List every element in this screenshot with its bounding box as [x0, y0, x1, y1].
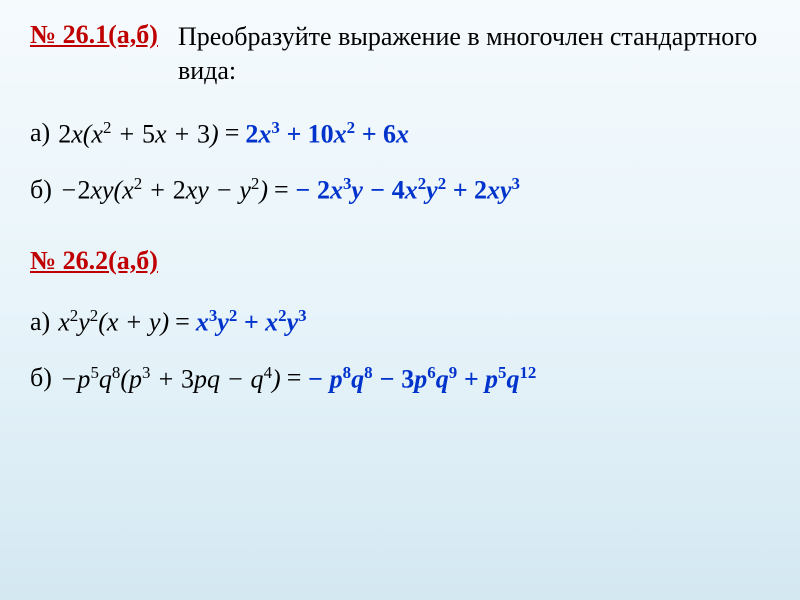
problem-1a: а) 2x(x2 + 5x + 3) = 2x3 + 10x2 + 6x — [30, 118, 770, 150]
problem-answer: − p8q8 − 3p6q9 + p5q12 — [307, 363, 536, 395]
equals-sign: = — [274, 175, 289, 205]
problem-expression: −2xy(x2 + 2xy − y2) — [60, 174, 268, 206]
problem-label: б) — [30, 363, 52, 393]
problem-answer: 2x3 + 10x2 + 6x — [245, 118, 409, 150]
problem-answer: − 2x3y − 4x2y2 + 2xy3 — [295, 174, 520, 206]
problem-label: а) — [30, 118, 50, 148]
section-1-header: № 26.1(а,б) Преобразуйте выражение в мно… — [30, 20, 770, 88]
problem-answer: x3y2 + x2y3 — [196, 306, 307, 338]
problem-2b: б) −p5q8(p3 + 3pq − q4) = − p8q8 − 3p6q9… — [30, 363, 770, 395]
problem-expression: −p5q8(p3 + 3pq − q4) — [60, 363, 281, 395]
problem-expression: x2y2(x + y) — [58, 306, 169, 338]
problem-2a: а) x2y2(x + y) = x3y2 + x2y3 — [30, 306, 770, 338]
section-2: № 26.2(а,б) а) x2y2(x + y) = x3y2 + x2y3… — [30, 246, 770, 394]
equals-sign: = — [175, 307, 190, 337]
equals-sign: = — [287, 363, 302, 393]
problem-label: а) — [30, 307, 50, 337]
problem-expression: 2x(x2 + 5x + 3) — [58, 118, 219, 150]
exercise-number-1: № 26.1(а,б) — [30, 20, 158, 50]
exercise-number-2: № 26.2(а,б) — [30, 246, 770, 276]
instruction-text: Преобразуйте выражение в многочлен станд… — [178, 20, 770, 88]
equals-sign: = — [225, 118, 240, 148]
problem-label: б) — [30, 175, 52, 205]
problem-1b: б) −2xy(x2 + 2xy − y2) = − 2x3y − 4x2y2 … — [30, 174, 770, 206]
